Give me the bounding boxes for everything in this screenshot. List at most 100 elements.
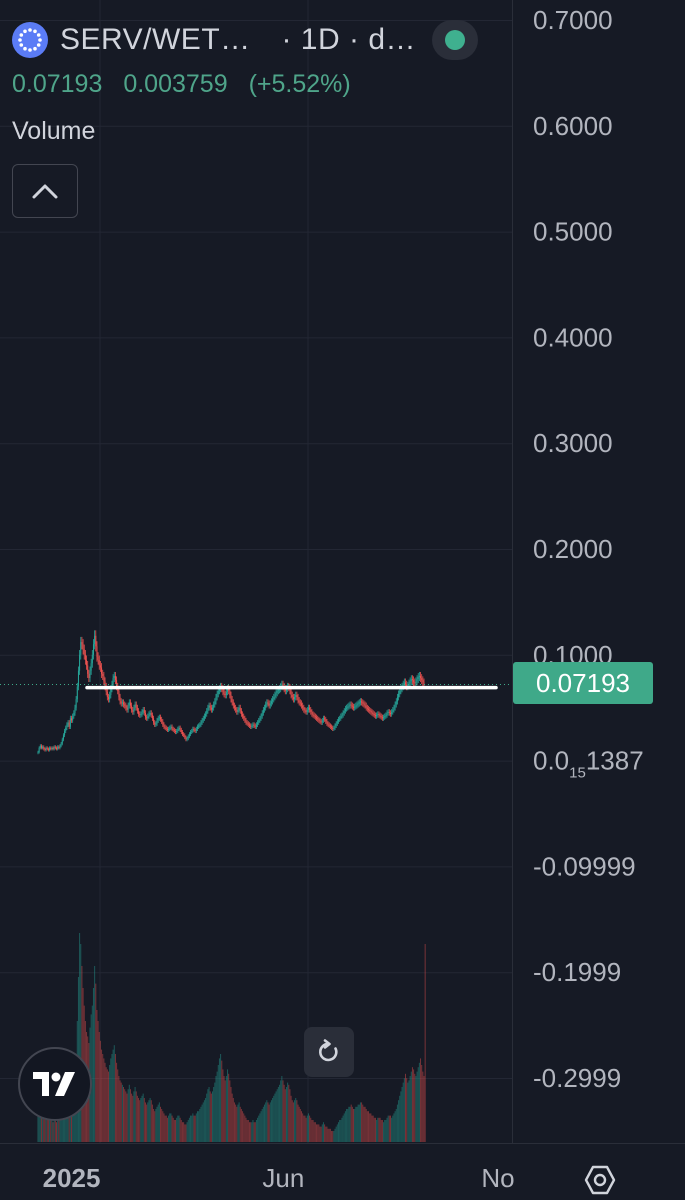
candle bbox=[359, 698, 361, 706]
candle bbox=[66, 722, 68, 731]
candle bbox=[153, 715, 155, 725]
volume-bar bbox=[136, 1095, 138, 1142]
volume-bar bbox=[164, 1115, 166, 1142]
volume-bar bbox=[65, 1102, 67, 1142]
reset-chart-button[interactable] bbox=[304, 1027, 354, 1077]
candle bbox=[61, 737, 63, 746]
volume-bar bbox=[389, 1115, 391, 1142]
volume-bar bbox=[45, 1111, 47, 1142]
candle bbox=[378, 711, 380, 718]
candle bbox=[331, 724, 333, 731]
candle bbox=[188, 732, 190, 739]
volume-bar bbox=[229, 1080, 231, 1142]
candle bbox=[148, 711, 150, 719]
volume-bar bbox=[303, 1115, 305, 1142]
candle bbox=[101, 663, 103, 678]
candle bbox=[186, 736, 188, 742]
volume-bar bbox=[54, 1120, 56, 1142]
volume-bar bbox=[277, 1087, 279, 1142]
candle bbox=[420, 671, 422, 683]
candle bbox=[47, 747, 49, 752]
volume-bar bbox=[279, 1084, 281, 1142]
volume-bar bbox=[348, 1106, 350, 1142]
collapse-legend-button[interactable] bbox=[12, 164, 78, 218]
price-change: 0.003759 bbox=[123, 70, 228, 98]
candle bbox=[151, 712, 153, 721]
volume-bar bbox=[245, 1117, 247, 1142]
volume-bar bbox=[354, 1109, 356, 1142]
volume-bar bbox=[347, 1109, 349, 1142]
volume-bar bbox=[181, 1122, 183, 1142]
price-axis[interactable]: 0.70000.60000.50000.40000.30000.20000.10… bbox=[533, 5, 644, 1093]
candle bbox=[388, 709, 390, 716]
volume-bar bbox=[252, 1120, 254, 1142]
candle bbox=[208, 702, 210, 711]
volume-bar bbox=[410, 1071, 412, 1142]
candle bbox=[202, 715, 204, 723]
symbol-row[interactable]: SERV/WET… · 1D · d… bbox=[12, 20, 478, 60]
volume-bar bbox=[251, 1122, 253, 1142]
candle bbox=[92, 639, 94, 660]
candle bbox=[294, 693, 296, 703]
volume-bar bbox=[409, 1076, 411, 1142]
candle bbox=[147, 713, 149, 721]
candle bbox=[97, 652, 99, 665]
volume-bar bbox=[155, 1109, 157, 1142]
volume-bar bbox=[43, 1109, 45, 1142]
time-axis-label-1: Jun bbox=[262, 1163, 304, 1193]
time-axis[interactable]: 2025 Jun No bbox=[43, 1163, 515, 1193]
candle bbox=[236, 706, 238, 715]
volume-bar bbox=[225, 1076, 227, 1142]
volume-bar bbox=[235, 1104, 237, 1142]
volume-bar bbox=[417, 1067, 419, 1142]
candle bbox=[150, 710, 152, 718]
candle bbox=[257, 720, 259, 727]
candle bbox=[196, 724, 198, 732]
volume-bar bbox=[407, 1082, 409, 1142]
reset-icon bbox=[319, 1039, 338, 1062]
candle bbox=[239, 704, 241, 714]
candle bbox=[55, 746, 57, 751]
tradingview-logo-icon[interactable] bbox=[18, 1047, 92, 1121]
candle bbox=[170, 724, 172, 731]
volume-bar bbox=[240, 1109, 242, 1142]
volume-bar bbox=[105, 1067, 107, 1142]
volume-bar bbox=[311, 1120, 313, 1142]
volume-bar bbox=[371, 1115, 373, 1142]
candle bbox=[311, 709, 313, 717]
candle bbox=[319, 717, 321, 724]
volume-bar bbox=[355, 1106, 357, 1142]
volume-bar bbox=[172, 1117, 174, 1142]
volume-bar bbox=[401, 1087, 403, 1142]
volume-bar bbox=[94, 966, 96, 1142]
candle bbox=[392, 706, 394, 715]
chart-settings-button[interactable] bbox=[580, 1160, 620, 1200]
candle bbox=[303, 704, 305, 713]
candle bbox=[133, 704, 135, 715]
volume-bar bbox=[147, 1102, 149, 1142]
candle bbox=[389, 710, 391, 717]
candle bbox=[109, 691, 111, 703]
volume-bar bbox=[324, 1124, 326, 1142]
candle bbox=[366, 704, 368, 712]
volume-bar bbox=[365, 1109, 367, 1142]
volume-indicator-label[interactable]: Volume bbox=[12, 117, 96, 145]
candle bbox=[409, 677, 411, 688]
candle bbox=[62, 733, 64, 742]
volume-bar bbox=[291, 1100, 293, 1142]
candle bbox=[362, 699, 364, 707]
candle bbox=[180, 727, 182, 735]
candle bbox=[154, 720, 156, 727]
volume-bar bbox=[168, 1115, 170, 1142]
candle bbox=[386, 710, 388, 718]
market-status-button[interactable] bbox=[432, 20, 478, 60]
candle bbox=[176, 728, 178, 735]
volume-bar bbox=[207, 1089, 209, 1142]
volume-bar bbox=[116, 1062, 118, 1142]
candle bbox=[237, 706, 239, 715]
volume-bar bbox=[372, 1115, 374, 1142]
symbol-title[interactable]: SERV/WET… · 1D · d… bbox=[60, 23, 416, 57]
candle bbox=[87, 660, 89, 678]
candle bbox=[125, 702, 127, 711]
volume-bar bbox=[350, 1104, 352, 1142]
